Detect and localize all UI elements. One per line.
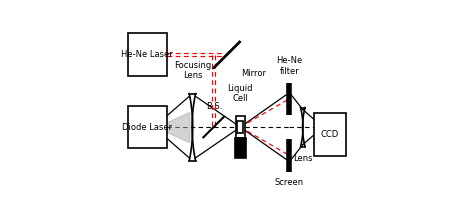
Text: CCD: CCD — [321, 130, 339, 139]
Text: Screen: Screen — [275, 178, 304, 187]
Text: Liquid
Cell: Liquid Cell — [228, 84, 253, 103]
Text: Diode Laser: Diode Laser — [122, 123, 173, 132]
Bar — [128, 33, 167, 76]
Text: He-Ne Laser: He-Ne Laser — [121, 50, 173, 59]
Bar — [314, 113, 346, 156]
Bar — [235, 138, 246, 158]
Text: Focusing
Lens: Focusing Lens — [174, 61, 211, 80]
Bar — [237, 121, 243, 133]
Text: B.S.: B.S. — [207, 102, 223, 111]
Bar — [236, 116, 245, 138]
Text: Mirror: Mirror — [241, 70, 266, 78]
Text: Lens: Lens — [293, 154, 312, 163]
Bar — [128, 106, 167, 148]
Text: He-Ne
filter: He-Ne filter — [276, 56, 302, 76]
